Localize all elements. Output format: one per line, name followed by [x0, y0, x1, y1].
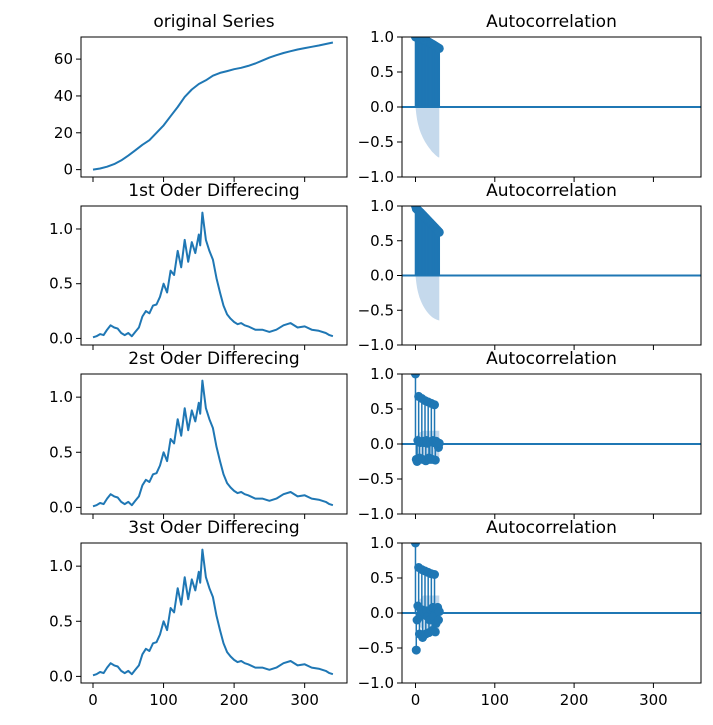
- plot-area: [92, 41, 334, 171]
- y-tick-label: 0.0: [370, 267, 394, 285]
- axes-frame: [80, 205, 348, 346]
- acf-marker: [411, 645, 421, 655]
- acf-marker: [434, 43, 444, 53]
- y-tick-label: −1.0: [358, 168, 394, 186]
- y-tick-label: 0.0: [49, 667, 73, 685]
- x-tick-label: 100: [149, 691, 178, 709]
- acf-panel-2: Autocorrelation 1.0 0.5 0.0 −0.5 −1.0: [358, 349, 702, 523]
- y-tick-label: 0.0: [370, 98, 394, 116]
- y-tick-label: 1.0: [49, 220, 73, 238]
- y-tick-label: 0.0: [370, 435, 394, 453]
- y-tick-label: −0.5: [358, 301, 394, 319]
- acf-panel-0: Autocorrelation 1.0 0.5 0.0 −0.5 −1.0: [358, 12, 702, 186]
- axes-frame: [80, 542, 348, 684]
- acf-marker: [434, 607, 444, 617]
- x-tick-label: 300: [639, 691, 668, 709]
- series-panel-2: 2st Oder Differecing 0.0 0.5 1.0: [49, 349, 348, 519]
- x-tick-label: 0: [88, 691, 98, 709]
- acf-marker: [410, 543, 420, 548]
- y-tick-label: 0.5: [370, 232, 394, 250]
- series-line: [92, 379, 334, 508]
- y-tick-label: 60: [54, 50, 73, 68]
- panel-title: Autocorrelation: [486, 181, 617, 201]
- acf-marker: [430, 570, 440, 579]
- acf-marker: [430, 455, 440, 465]
- y-tick-label: 0.5: [49, 612, 73, 630]
- y-tick-label: 40: [54, 87, 73, 105]
- x-tick-label: 200: [220, 691, 249, 709]
- y-tick-label: −1.0: [358, 505, 394, 523]
- series-panel-0: original Series 0 20 40 60: [54, 12, 348, 182]
- panel-title: Autocorrelation: [486, 349, 617, 369]
- plot-area: [92, 548, 334, 677]
- series-line: [92, 548, 334, 677]
- y-tick-label: 0.5: [370, 63, 394, 81]
- acf-marker: [430, 627, 440, 637]
- x-tick-label: 100: [480, 691, 509, 709]
- panel-title: 3st Oder Differecing: [128, 518, 299, 538]
- x-tick-label: 200: [560, 691, 589, 709]
- plot-area: [402, 206, 701, 321]
- y-tick-label: −0.5: [358, 470, 394, 488]
- y-tick-label: 1.0: [370, 365, 394, 383]
- series-line: [92, 41, 334, 171]
- panel-title: 2st Oder Differecing: [128, 349, 299, 369]
- y-tick-label: 1.0: [370, 197, 394, 215]
- acf-marker: [430, 400, 440, 410]
- y-tick-label: −1.0: [358, 336, 394, 354]
- panel-title: Autocorrelation: [486, 12, 617, 32]
- y-tick-label: 0.5: [49, 443, 73, 461]
- acf-panel-1: Autocorrelation 1.0 0.5 0.0 −0.5 −1.0: [358, 181, 702, 354]
- x-tick-label: 300: [290, 691, 319, 709]
- plot-area: [92, 379, 334, 508]
- acf-marker: [410, 374, 420, 379]
- plot-area: [402, 374, 701, 466]
- y-tick-label: 1.0: [370, 534, 394, 552]
- y-tick-label: 0.0: [49, 498, 73, 516]
- y-tick-label: 1.0: [49, 388, 73, 406]
- panel-title: Autocorrelation: [486, 518, 617, 538]
- y-tick-label: 0.5: [370, 569, 394, 587]
- y-tick-label: 1.0: [370, 28, 394, 46]
- acf-panel-3: Autocorrelation 1.0 0.5 0.0 −0.5 −1.0 0 100 200 3…: [358, 518, 702, 709]
- y-tick-label: −1.0: [358, 674, 394, 692]
- plot-area: [92, 211, 334, 339]
- y-tick-label: 20: [54, 124, 73, 142]
- y-tick-label: 0.0: [49, 329, 73, 347]
- axes-frame: [80, 36, 348, 178]
- series-panel-3: 3st Oder Differecing 0.0 0.5 1.0 0 100 200 300: [49, 518, 348, 709]
- acf-marker: [434, 227, 444, 237]
- axes-frame: [80, 373, 348, 515]
- plot-area: [402, 543, 701, 655]
- y-tick-label: 0.0: [370, 604, 394, 622]
- series-line: [92, 211, 334, 339]
- x-tick-label: 0: [411, 691, 421, 709]
- panel-title: original Series: [153, 12, 274, 32]
- acf-marker: [434, 438, 444, 448]
- acf-marker: [433, 615, 443, 625]
- y-tick-label: −0.5: [358, 133, 394, 151]
- plot-area: [402, 37, 701, 158]
- y-tick-label: 0.5: [370, 400, 394, 418]
- panel-title: 1st Oder Differecing: [128, 181, 299, 201]
- y-tick-label: 0.5: [49, 275, 73, 293]
- y-tick-label: −0.5: [358, 639, 394, 657]
- series-panel-1: 1st Oder Differecing 0.0 0.5 1.0: [49, 181, 348, 350]
- y-tick-label: 1.0: [49, 557, 73, 575]
- y-tick-label: 0: [63, 161, 73, 179]
